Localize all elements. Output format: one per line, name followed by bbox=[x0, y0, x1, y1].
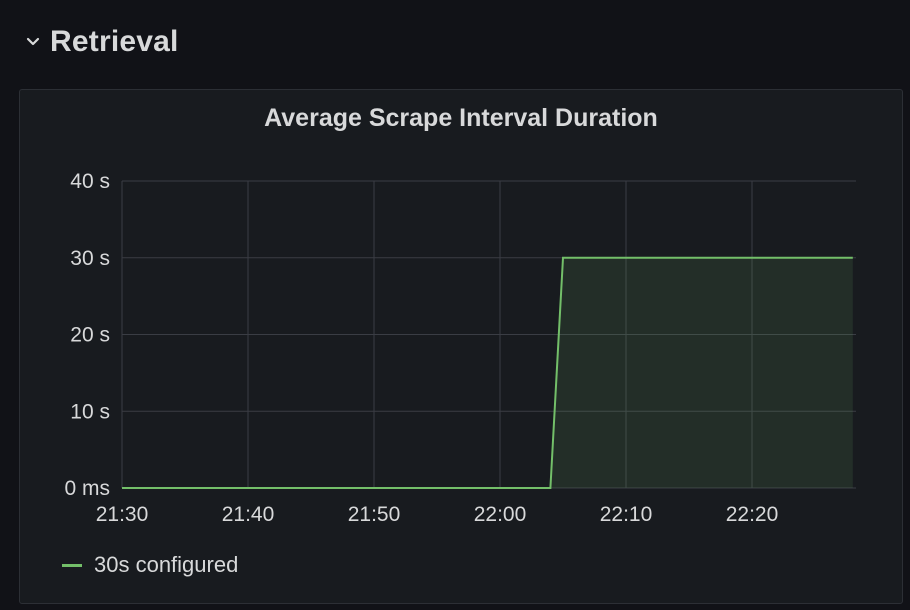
y-tick-label: 0 ms bbox=[64, 477, 110, 500]
legend-item[interactable]: 30s configured bbox=[62, 552, 238, 578]
chevron-down-icon bbox=[26, 37, 40, 46]
series-line bbox=[122, 256, 853, 489]
y-tick-label: 40 s bbox=[70, 170, 110, 193]
x-tick-label: 22:00 bbox=[474, 503, 527, 526]
x-tick-label: 21:40 bbox=[222, 503, 275, 526]
y-tick-label: 20 s bbox=[70, 324, 110, 347]
graph-panel: Average Scrape Interval Duration 0 ms 10 … bbox=[19, 89, 903, 604]
y-tick-label: 10 s bbox=[70, 400, 110, 423]
x-tick-label: 22:10 bbox=[600, 503, 653, 526]
y-tick-label: 30 s bbox=[70, 247, 110, 270]
row-collapse-toggle[interactable]: Retrieval bbox=[24, 22, 179, 62]
legend-swatch bbox=[62, 563, 82, 567]
row-title: Retrieval bbox=[50, 25, 179, 58]
line-chart[interactable]: 0 ms 10 s 20 s 30 s 40 s 21:30 21:40 21:50 22:00… bbox=[20, 90, 904, 605]
panel-title[interactable]: Average Scrape Interval Duration bbox=[264, 104, 658, 132]
x-tick-label: 21:50 bbox=[348, 503, 401, 526]
series-area-fill bbox=[122, 257, 853, 488]
x-tick-label: 22:20 bbox=[726, 503, 779, 526]
x-tick-label: 21:30 bbox=[96, 503, 149, 526]
legend-label: 30s configured bbox=[94, 552, 239, 577]
